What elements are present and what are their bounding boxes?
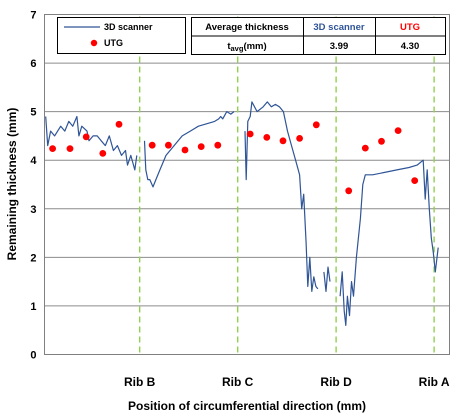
y-tick-labels: 0 1 2 3 4 5 6 7 bbox=[30, 10, 37, 362]
legend-label-utg: UTG bbox=[104, 38, 123, 48]
utg-point bbox=[66, 145, 74, 153]
utg-point bbox=[378, 137, 385, 145]
table-header-3d-scanner: 3D scanner bbox=[313, 22, 365, 33]
table-header-utg: UTG bbox=[400, 22, 420, 33]
utg-point bbox=[279, 137, 287, 145]
utg-point bbox=[49, 145, 56, 153]
table-header-average-thickness: Average thickness bbox=[205, 22, 289, 33]
utg-point bbox=[312, 121, 320, 129]
legend-frame bbox=[57, 17, 186, 54]
utg-point bbox=[181, 146, 189, 154]
utg-point bbox=[345, 187, 353, 195]
series-layer bbox=[45, 101, 439, 326]
utg-point bbox=[361, 144, 369, 152]
legend-label-3d-scanner: 3D scanner bbox=[104, 22, 153, 32]
table-value-utg: 4.30 bbox=[401, 41, 420, 52]
utg-point bbox=[296, 135, 303, 142]
t-subscript: avg bbox=[231, 44, 244, 53]
utg-point bbox=[82, 133, 90, 141]
rib-label: Rib A bbox=[419, 375, 450, 389]
legend: 3D scanner UTG bbox=[57, 17, 186, 54]
utg-point bbox=[197, 143, 205, 151]
rib-label: Rib D bbox=[320, 375, 352, 389]
table-row-label: tavg(mm) bbox=[227, 41, 266, 53]
y-tick-label: 3 bbox=[30, 204, 36, 216]
rib-labels: Rib B Rib C Rib D Rib A bbox=[124, 375, 450, 389]
rib-label: Rib C bbox=[222, 375, 254, 389]
table-value-3d-scanner: 3.99 bbox=[330, 41, 349, 52]
y-tick-label: 7 bbox=[30, 10, 36, 22]
rib-markers bbox=[138, 16, 435, 355]
utg-point bbox=[115, 120, 123, 128]
x-axis-title: Position of circumferential direction (m… bbox=[128, 399, 366, 413]
gridlines bbox=[44, 62, 450, 307]
y-tick-label: 6 bbox=[30, 58, 36, 70]
series-line-3d-scanner bbox=[45, 101, 439, 326]
legend-dot-swatch bbox=[90, 39, 98, 47]
utg-point bbox=[246, 130, 254, 138]
y-axis-title: Remaining thickness (mm) bbox=[5, 108, 19, 261]
y-tick-label: 2 bbox=[30, 252, 36, 264]
rib-label: Rib B bbox=[124, 375, 156, 389]
utg-point bbox=[214, 141, 222, 149]
utg-point bbox=[165, 141, 172, 149]
y-tick-label: 1 bbox=[30, 301, 36, 313]
y-tick-label: 5 bbox=[30, 107, 36, 119]
plot-frame bbox=[44, 14, 450, 355]
utg-point bbox=[263, 134, 271, 141]
utg-point bbox=[411, 177, 419, 185]
utg-point bbox=[99, 150, 107, 157]
summary-table: Average thickness 3D scanner UTG tavg(mm… bbox=[191, 17, 446, 55]
y-tick-label: 4 bbox=[30, 155, 37, 167]
utg-point bbox=[148, 141, 156, 149]
t-symbol: t bbox=[227, 41, 231, 52]
t-unit: (mm) bbox=[243, 41, 266, 52]
utg-point bbox=[394, 127, 402, 134]
y-tick-label: 0 bbox=[30, 350, 36, 362]
